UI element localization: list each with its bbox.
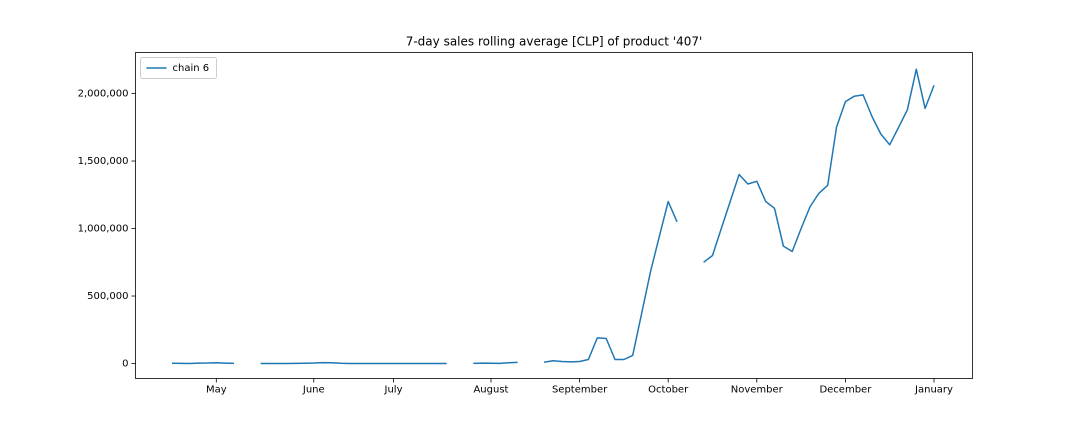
x-tick-label: December <box>819 385 872 396</box>
y-tick-label: 1,000,000 <box>78 224 129 235</box>
y-tick-label: 500,000 <box>87 291 128 302</box>
data-line <box>171 68 935 365</box>
y-tick-label: 1,500,000 <box>78 156 129 167</box>
x-tick-label: January <box>914 385 953 396</box>
chart-title: 7-day sales rolling average [CLP] of pro… <box>406 35 703 49</box>
x-tick-label: June <box>302 385 325 396</box>
plot-frame <box>135 52 973 379</box>
y-tick-label: 0 <box>122 359 128 370</box>
x-tick-label: September <box>552 385 608 396</box>
x-tick-label: July <box>384 385 403 396</box>
x-tick-label: October <box>648 385 689 396</box>
x-tick-label: November <box>731 385 784 396</box>
x-tick-label: May <box>206 385 227 396</box>
y-tick-label: 2,000,000 <box>78 89 129 100</box>
legend-box <box>140 57 217 79</box>
x-tick-label: August <box>473 385 508 396</box>
legend-label: chain 6 <box>173 63 210 74</box>
